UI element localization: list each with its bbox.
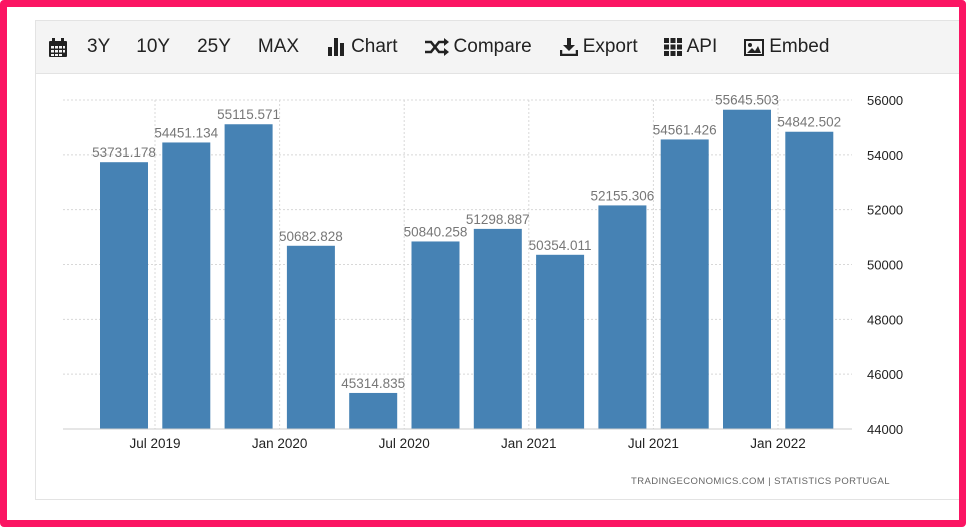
x-tick-label: Jul 2020: [379, 436, 430, 451]
range-25y-label: 25Y: [197, 36, 231, 57]
export-button[interactable]: Export: [559, 21, 638, 73]
compare-button-label: Compare: [453, 36, 532, 57]
data-label: 50682.828: [279, 229, 343, 244]
range-25y-button[interactable]: 25Y: [197, 21, 231, 73]
data-label: 55645.503: [715, 93, 779, 108]
bar-2021-Q2: [598, 205, 647, 429]
shuffle-icon: [424, 38, 449, 56]
range-3y-label: 3Y: [87, 36, 111, 57]
range-10y-button[interactable]: 10Y: [136, 21, 170, 73]
data-label: 50354.011: [529, 238, 592, 253]
embed-button[interactable]: Embed: [744, 21, 829, 73]
bar-chart-icon: [328, 38, 345, 56]
data-label: 50840.258: [404, 224, 468, 239]
range-max-button[interactable]: MAX: [258, 21, 299, 73]
grid-icon: [663, 38, 682, 56]
bar-2021-Q1: [536, 254, 585, 429]
chart-button-label: Chart: [351, 36, 398, 57]
data-label: 52155.306: [590, 188, 654, 203]
y-tick-label: 50000: [867, 258, 903, 273]
x-tick-label: Jan 2022: [750, 436, 806, 451]
image-icon: [744, 38, 765, 56]
chart-toolbar: 3Y 10Y 25Y MAX Chart Compare Export: [36, 21, 966, 74]
data-label: 54842.502: [777, 115, 841, 130]
calendar-button[interactable]: [49, 21, 67, 73]
bar-2019-Q2: [100, 162, 148, 429]
range-3y-button[interactable]: 3Y: [87, 21, 110, 73]
api-button[interactable]: API: [663, 21, 718, 73]
bar-2020-Q3: [411, 241, 460, 429]
x-tick-label: Jul 2019: [129, 436, 180, 451]
y-tick-label: 56000: [867, 93, 903, 108]
x-tick-label: Jul 2021: [628, 436, 679, 451]
data-label: 51298.887: [466, 212, 530, 227]
bar-2022-Q1: [785, 131, 834, 429]
compare-button[interactable]: Compare: [424, 21, 532, 73]
bar-2020-Q4: [473, 228, 522, 429]
source-credits: TRADINGECONOMICS.COM | STATISTICS PORTUG…: [631, 476, 890, 487]
y-tick-label: 46000: [867, 367, 903, 382]
data-label: 55115.571: [217, 107, 280, 122]
calendar-icon: [49, 37, 67, 57]
y-tick-label: 54000: [867, 148, 903, 163]
bar-2021-Q3: [660, 139, 709, 429]
bar-2019-Q3: [162, 142, 211, 430]
bar-2021-Q4: [723, 109, 771, 430]
y-tick-label: 48000: [867, 312, 903, 327]
data-label: 54561.426: [653, 122, 717, 137]
data-label: 45314.835: [341, 376, 405, 391]
data-label: 53731.178: [92, 145, 156, 160]
bar-2020-Q2: [349, 392, 398, 429]
embed-button-label: Embed: [769, 36, 830, 57]
export-button-label: Export: [582, 36, 638, 57]
chart-button[interactable]: Chart: [328, 21, 398, 73]
y-tick-label: 44000: [867, 422, 903, 437]
y-tick-label: 52000: [867, 203, 903, 218]
range-10y-label: 10Y: [136, 36, 171, 57]
range-max-label: MAX: [257, 36, 300, 57]
x-tick-label: Jan 2021: [501, 436, 557, 451]
download-icon: [559, 38, 578, 56]
api-button-label: API: [686, 36, 718, 57]
bar-2019-Q4: [224, 124, 273, 429]
bar-2020-Q1: [286, 245, 335, 429]
x-tick-label: Jan 2020: [252, 436, 308, 451]
data-label: 54451.134: [154, 125, 218, 140]
